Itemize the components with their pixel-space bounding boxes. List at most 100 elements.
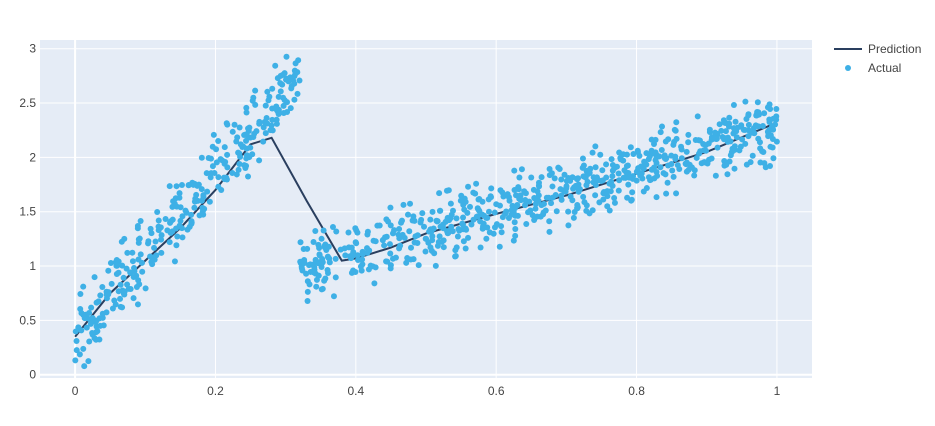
actual-point <box>176 194 183 201</box>
actual-point <box>249 97 256 104</box>
actual-point <box>706 156 712 163</box>
prediction-series <box>74 121 778 338</box>
actual-point <box>83 324 90 331</box>
actual-point <box>207 155 214 162</box>
actual-point <box>447 200 454 207</box>
actual-point <box>385 218 392 225</box>
actual-point <box>728 149 735 156</box>
actual-point <box>488 185 495 192</box>
actual-point <box>527 207 534 214</box>
actual-point <box>523 221 530 228</box>
actual-point <box>281 70 288 77</box>
actual-point <box>672 127 679 134</box>
actual-point <box>722 128 729 135</box>
actual-point <box>508 211 515 218</box>
actual-point <box>400 201 407 208</box>
actual-point <box>131 268 138 275</box>
actual-point <box>720 117 727 124</box>
actual-point <box>120 274 127 281</box>
actual-point <box>453 215 460 222</box>
actual-point <box>764 104 771 111</box>
actual-point <box>549 183 556 190</box>
y-tick-label: 1 <box>29 259 36 273</box>
actual-point <box>265 97 272 104</box>
actual-point <box>662 156 669 163</box>
x-tick-label: 0.4 <box>347 384 364 398</box>
actual-point <box>506 197 513 204</box>
actual-point <box>86 338 93 345</box>
actual-point <box>350 267 357 274</box>
actual-point <box>273 120 280 127</box>
actual-point <box>653 168 660 175</box>
actual-point <box>367 262 374 269</box>
actual-point <box>221 144 228 151</box>
actual-point <box>603 174 610 181</box>
actual-point <box>223 120 230 127</box>
actual-point <box>645 156 652 163</box>
actual-point <box>182 207 189 214</box>
actual-point <box>686 161 693 168</box>
actual-point <box>312 256 319 263</box>
actual-point <box>486 208 492 215</box>
actual-point <box>528 174 535 181</box>
actual-point <box>158 249 165 256</box>
actual-point <box>318 286 325 293</box>
actual-point <box>179 234 186 241</box>
y-tick-label: 3 <box>29 42 36 56</box>
actual-point <box>487 194 494 201</box>
x-tick-label: 0.2 <box>207 384 224 398</box>
actual-point <box>637 172 644 179</box>
actual-point <box>112 301 119 308</box>
actual-point <box>215 174 222 181</box>
actual-point <box>434 218 441 225</box>
actual-point <box>703 147 710 154</box>
actual-point <box>139 259 145 266</box>
actual-point <box>468 221 475 228</box>
actual-point <box>417 219 424 226</box>
actual-point <box>210 131 217 138</box>
actual-point <box>134 301 141 308</box>
actual-point <box>548 200 555 207</box>
actual-point <box>86 309 93 316</box>
actual-point <box>496 202 503 209</box>
actual-point <box>167 229 174 236</box>
actual-point <box>732 118 739 125</box>
actual-point <box>208 170 215 177</box>
actual-point <box>473 213 480 220</box>
actual-point <box>765 133 772 140</box>
actual-point <box>275 110 282 117</box>
actual-point <box>607 188 614 195</box>
actual-point <box>462 245 469 252</box>
actual-point <box>176 190 183 197</box>
actual-point <box>162 215 169 222</box>
actual-point <box>592 143 599 150</box>
actual-point <box>511 219 518 226</box>
actual-point <box>668 152 675 159</box>
actual-point <box>759 122 766 129</box>
actual-point <box>119 304 126 311</box>
actual-point <box>408 244 415 251</box>
actual-point <box>477 218 484 225</box>
actual-point <box>555 164 562 171</box>
actual-point <box>379 237 386 244</box>
actual-point <box>436 233 443 240</box>
actual-point <box>512 232 519 239</box>
y-tick-label: 1.5 <box>19 205 36 219</box>
actual-point <box>440 244 447 251</box>
actual-point <box>404 255 411 261</box>
actual-point <box>696 150 703 157</box>
actual-point <box>243 137 250 144</box>
y-tick-label: 2.5 <box>19 96 36 110</box>
actual-point <box>332 274 339 281</box>
actual-point <box>86 316 93 323</box>
actual-point <box>355 257 362 264</box>
actual-point <box>177 217 184 224</box>
actual-point <box>712 129 719 136</box>
actual-point <box>724 134 731 141</box>
actual-point <box>78 310 85 317</box>
actual-point <box>676 166 683 173</box>
actual-point <box>563 183 570 190</box>
actual-point <box>77 290 84 297</box>
actual-point <box>439 221 446 228</box>
actual-point <box>561 171 568 178</box>
